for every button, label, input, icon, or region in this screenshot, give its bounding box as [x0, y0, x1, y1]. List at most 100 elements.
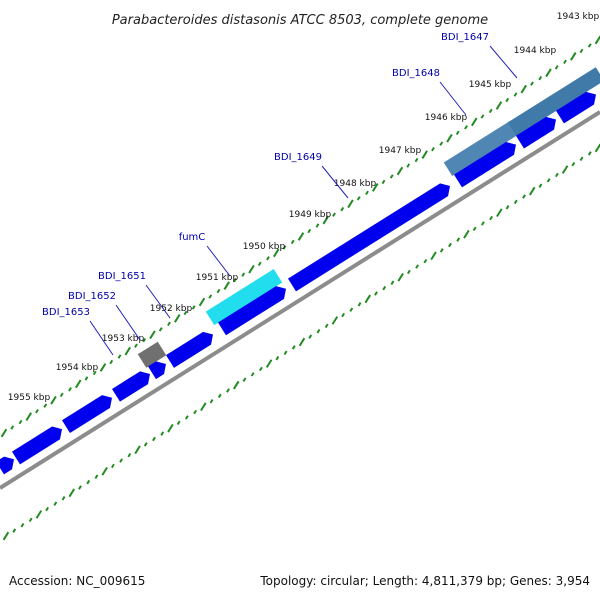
gc-dash [372, 183, 379, 192]
gc-dash [50, 395, 57, 405]
gene-leader-line [145, 284, 171, 319]
gc-dots-outer [0, 35, 600, 438]
gc-dash [265, 359, 273, 368]
gc-dash [158, 327, 163, 332]
gc-dash [587, 43, 592, 48]
gc-dash [488, 108, 493, 114]
gc-dash [191, 305, 196, 310]
gc-dash [216, 288, 221, 294]
gc-dash [347, 199, 354, 209]
gene-arrow [516, 116, 556, 149]
gc-dash [232, 380, 240, 390]
gc-dash [109, 359, 114, 365]
gene-labels: BDI_1647 BDI_1648 BDI_1649 fumC BDI_1651 BDI_… [42, 32, 518, 356]
gene-arrow [0, 456, 14, 475]
gc-dash [456, 237, 461, 242]
gene-arrow [12, 426, 63, 465]
kbp-tick-label: 1949 kbp [289, 210, 332, 220]
gene-label: BDI_1651 [98, 271, 146, 282]
accession-text: Accession: NC_009615 [9, 574, 146, 588]
gc-dash [2, 531, 10, 541]
gc-dash [332, 212, 336, 217]
gc-dash [233, 277, 237, 283]
gc-dash [538, 183, 543, 188]
gc-dash [18, 419, 23, 425]
gc-dash [167, 321, 171, 327]
gc-dash [448, 242, 452, 248]
gene-BDI_1648-highlight [443, 121, 519, 177]
gc-dash [12, 528, 17, 533]
gc-dash [167, 423, 174, 433]
gc-dash [520, 84, 527, 94]
gc-dash [10, 425, 15, 430]
gc-dash [406, 269, 411, 275]
gc-dash [446, 133, 453, 143]
gc-dash [134, 343, 138, 348]
gc-dash [124, 346, 131, 356]
gc-dash [397, 272, 404, 282]
kbp-tick-label: 1948 kbp [334, 179, 377, 189]
gc-dash [174, 314, 181, 323]
gc-dash [35, 408, 39, 414]
gene-label: BDI_1647 [441, 32, 489, 43]
gc-dash [522, 194, 526, 199]
kbp-tick-label: 1950 kbp [243, 242, 286, 252]
gc-dash [587, 151, 592, 156]
gene-BDI_1647-highlight [507, 67, 600, 136]
gc-dash [414, 157, 419, 163]
gene-arrow [62, 395, 113, 433]
gene-leader-line [321, 165, 349, 199]
gc-dash [35, 510, 43, 519]
gc-dash [134, 445, 141, 455]
gc-dash [396, 166, 404, 176]
gc-dash [349, 307, 354, 312]
gc-dash [241, 272, 246, 277]
gc-dash [110, 463, 115, 469]
gene-label: fumC [179, 232, 206, 243]
gene-arrow [166, 331, 213, 368]
gc-dash [176, 420, 181, 426]
gc-dash [390, 280, 395, 285]
gc-dash [341, 312, 346, 318]
gc-dash [78, 485, 82, 490]
gc-dash [68, 387, 72, 392]
gc-dash [149, 330, 156, 340]
gc-dash [594, 35, 600, 45]
gc-dots-inner [2, 143, 600, 541]
kbp-tick-label: 1955 kbp [8, 393, 51, 403]
kbp-tick-label: 1951 kbp [196, 273, 239, 283]
gc-dash [84, 376, 89, 381]
gc-dash [496, 208, 503, 218]
gc-dash [471, 117, 478, 127]
gc-dash [324, 323, 329, 329]
gc-dash [290, 239, 295, 245]
kbp-tick-label: 1945 kbp [469, 80, 512, 90]
gc-dash [365, 190, 369, 196]
gc-dash [273, 248, 280, 258]
gc-dash [250, 372, 255, 377]
gc-dash [282, 245, 287, 250]
gene-leader-line [115, 304, 141, 341]
gc-dash [183, 310, 188, 316]
kbp-tick-label: 1954 kbp [56, 363, 99, 373]
gc-dash [127, 452, 132, 458]
gene-label: BDI_1649 [274, 152, 322, 163]
gc-dash [92, 370, 97, 376]
gc-dash [513, 199, 518, 205]
gc-dash [184, 415, 189, 420]
topology-text: Topology: circular; Length: 4,811,379 bp… [260, 574, 590, 588]
gene-label: BDI_1648 [392, 68, 440, 79]
gc-dash [291, 345, 296, 350]
gene-arrow [556, 91, 596, 124]
gc-dash [322, 215, 329, 225]
gc-dash [316, 328, 321, 334]
gc-dash [25, 412, 32, 421]
gc-dash [513, 92, 518, 97]
gc-dash [101, 466, 108, 476]
gc-dash [505, 97, 510, 103]
gene-leader-line [439, 81, 467, 116]
kbp-tick-label: 1946 kbp [425, 113, 468, 123]
gc-dash [59, 392, 64, 398]
kbp-tick-label: 1944 kbp [514, 46, 557, 56]
gc-dash [223, 281, 230, 290]
